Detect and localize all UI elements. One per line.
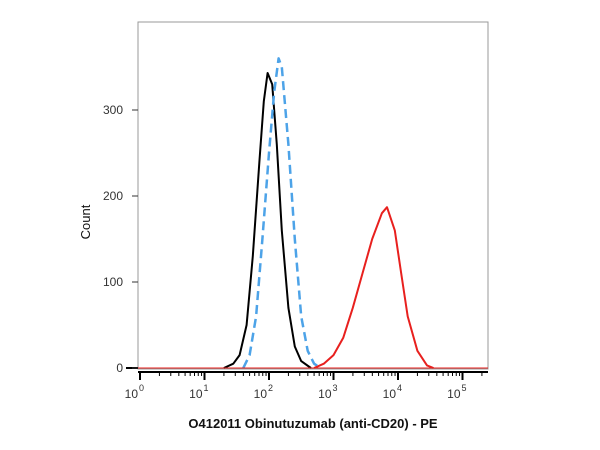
x-tick-label: 10 [447, 387, 461, 401]
x-axis-label: O412011 Obinutuzumab (anti-CD20) - PE [188, 416, 438, 431]
x-tick-label: 10 [318, 387, 332, 401]
x-tick-label: 10 [125, 387, 139, 401]
x-tick-label: 10 [383, 387, 397, 401]
x-tick-exponent: 2 [268, 383, 273, 393]
x-tick-label: 10 [189, 387, 203, 401]
x-tick-exponent: 3 [333, 383, 338, 393]
y-tick-label: 100 [103, 275, 123, 289]
y-axis-label: Count [78, 204, 93, 239]
y-tick-label: 0 [116, 361, 123, 375]
plot-frame [137, 21, 489, 370]
x-tick-exponent: 4 [397, 383, 402, 393]
y-tick-label: 300 [103, 103, 123, 117]
series-line-2 [313, 206, 434, 369]
x-tick-exponent: 1 [204, 383, 209, 393]
series-line-0 [223, 72, 312, 369]
x-tick-label: 10 [254, 387, 268, 401]
y-tick-label: 200 [103, 189, 123, 203]
x-tick-exponent: 0 [139, 383, 144, 393]
x-tick-exponent: 5 [462, 383, 467, 393]
